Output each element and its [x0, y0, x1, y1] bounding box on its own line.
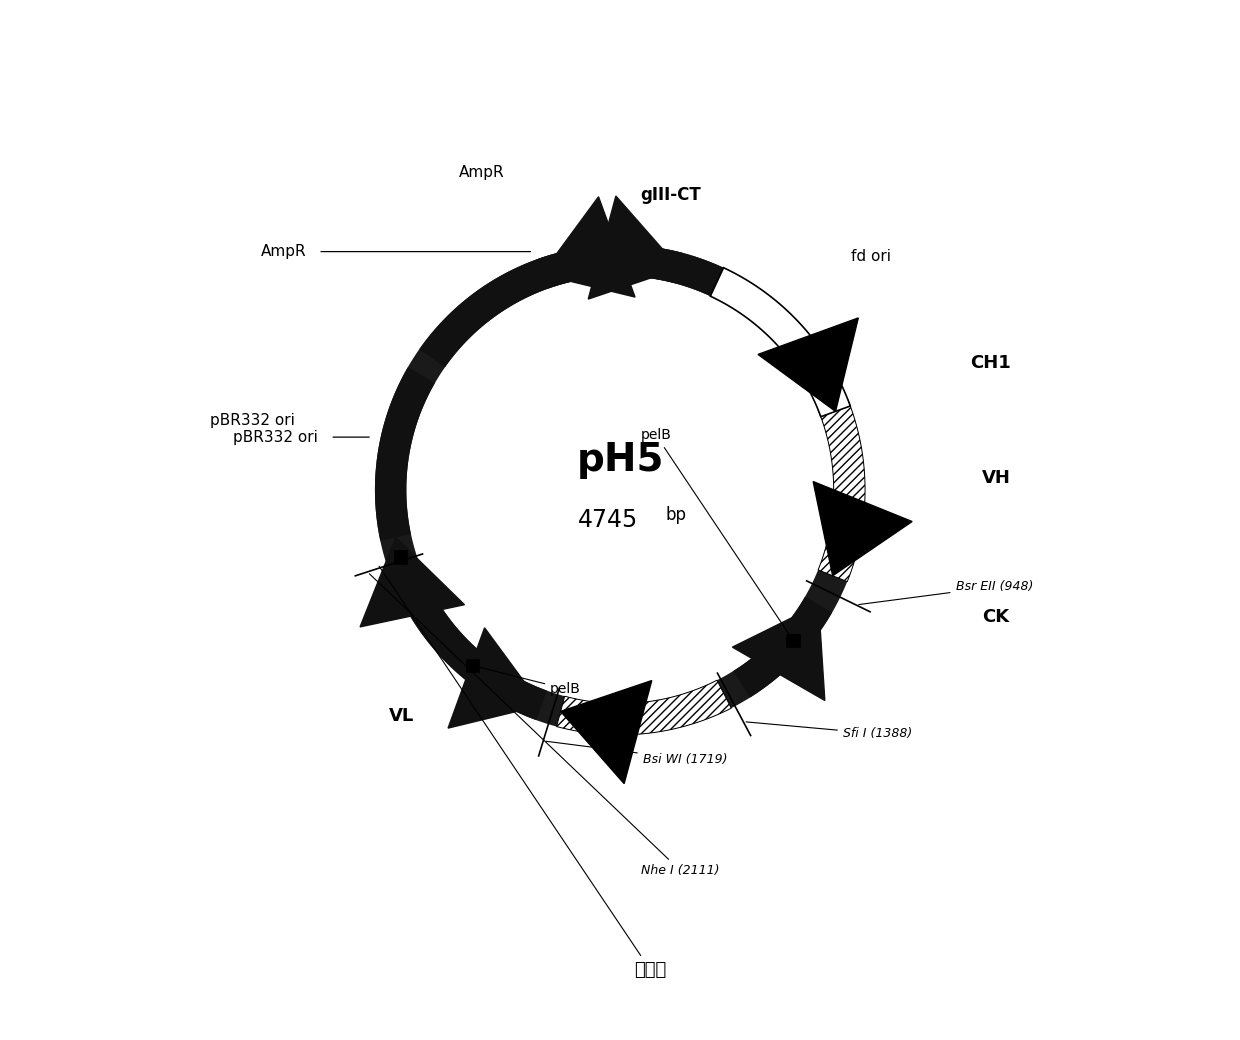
- Text: pBR332 ori: pBR332 ori: [211, 413, 295, 428]
- Text: fd ori: fd ori: [851, 249, 892, 264]
- Polygon shape: [733, 604, 825, 701]
- Polygon shape: [813, 482, 913, 576]
- Text: Sfi I (1388): Sfi I (1388): [746, 722, 913, 740]
- Text: 启动子: 启动子: [379, 566, 666, 979]
- Text: pelB: pelB: [641, 428, 791, 638]
- Text: pelB: pelB: [475, 667, 582, 696]
- Polygon shape: [448, 628, 542, 728]
- Text: CK: CK: [982, 607, 1009, 626]
- Text: AmpR: AmpR: [260, 244, 306, 259]
- Polygon shape: [374, 244, 866, 735]
- Text: AmpR: AmpR: [459, 164, 505, 180]
- Polygon shape: [711, 267, 851, 417]
- Text: VL: VL: [389, 706, 414, 725]
- Text: Bsi WI (1719): Bsi WI (1719): [546, 742, 728, 765]
- Polygon shape: [818, 398, 866, 581]
- Polygon shape: [360, 538, 465, 627]
- Text: bp: bp: [666, 506, 686, 524]
- Polygon shape: [542, 197, 635, 297]
- Polygon shape: [393, 570, 547, 720]
- Polygon shape: [588, 196, 680, 300]
- Text: pH5: pH5: [577, 441, 663, 478]
- Polygon shape: [536, 244, 836, 390]
- Text: gIII-CT: gIII-CT: [640, 186, 701, 205]
- Polygon shape: [374, 367, 435, 541]
- Polygon shape: [758, 318, 858, 412]
- Bar: [394, 550, 407, 564]
- Polygon shape: [733, 597, 832, 698]
- Text: Bsr EII (948): Bsr EII (948): [859, 580, 1033, 604]
- Text: 4745: 4745: [578, 508, 639, 532]
- Bar: [786, 633, 800, 647]
- Polygon shape: [560, 680, 652, 783]
- Text: Nhe I (2111): Nhe I (2111): [370, 574, 719, 877]
- Text: CH1: CH1: [970, 354, 1011, 372]
- Text: pBR332 ori: pBR332 ori: [233, 430, 319, 445]
- Polygon shape: [557, 680, 732, 735]
- Bar: [466, 659, 479, 672]
- Polygon shape: [419, 244, 683, 367]
- Text: VH: VH: [982, 469, 1011, 487]
